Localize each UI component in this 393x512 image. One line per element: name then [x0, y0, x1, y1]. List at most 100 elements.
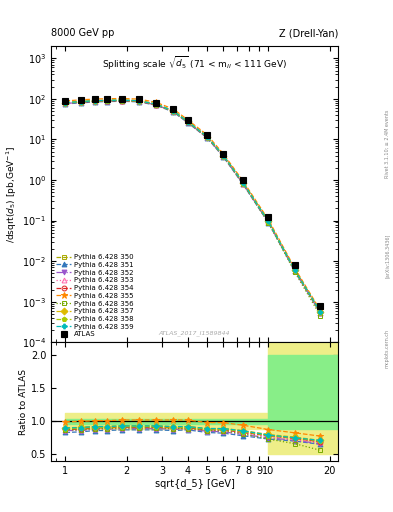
Pythia 6.428 354	[185, 119, 190, 125]
Pythia 6.428 355	[154, 99, 158, 105]
Pythia 6.428 357	[171, 108, 176, 114]
Pythia 6.428 358	[266, 219, 271, 225]
Pythia 6.428 359	[154, 101, 158, 107]
Pythia 6.428 351	[241, 181, 246, 187]
Pythia 6.428 354	[93, 98, 97, 104]
Pythia 6.428 355	[136, 96, 141, 102]
Pythia 6.428 355	[205, 132, 210, 138]
Pythia 6.428 354	[63, 100, 68, 106]
Pythia 6.428 356	[63, 100, 68, 106]
Pythia 6.428 357	[318, 309, 323, 315]
Pythia 6.428 358	[105, 97, 109, 103]
Pythia 6.428 359	[63, 99, 68, 105]
Pythia 6.428 353	[221, 153, 226, 159]
Pythia 6.428 355	[171, 106, 176, 112]
Line: Pythia 6.428 353: Pythia 6.428 353	[63, 98, 323, 315]
Text: [arXiv:1306.3436]: [arXiv:1306.3436]	[385, 234, 389, 278]
Pythia 6.428 354	[266, 219, 271, 225]
Pythia 6.428 356	[292, 269, 297, 275]
Pythia 6.428 358	[171, 108, 176, 114]
Pythia 6.428 353	[105, 98, 109, 104]
Pythia 6.428 351	[266, 220, 271, 226]
Pythia 6.428 354	[119, 97, 124, 103]
Pythia 6.428 354	[318, 309, 323, 315]
Pythia 6.428 358	[154, 101, 158, 108]
Pythia 6.428 352	[318, 310, 323, 316]
Pythia 6.428 359	[292, 267, 297, 273]
Pythia 6.428 354	[105, 98, 109, 104]
Pythia 6.428 356	[221, 153, 226, 159]
Pythia 6.428 359	[185, 118, 190, 124]
Pythia 6.428 350	[241, 180, 246, 186]
Pythia 6.428 355	[63, 98, 68, 104]
Pythia 6.428 357	[205, 134, 210, 140]
Pythia 6.428 356	[241, 181, 246, 187]
Legend: Pythia 6.428 350, Pythia 6.428 351, Pythia 6.428 352, Pythia 6.428 353, Pythia 6: Pythia 6.428 350, Pythia 6.428 351, Pyth…	[55, 253, 135, 339]
Pythia 6.428 358	[119, 97, 124, 103]
Pythia 6.428 356	[154, 101, 158, 108]
Pythia 6.428 356	[79, 99, 84, 105]
Pythia 6.428 350	[136, 98, 141, 104]
Pythia 6.428 355	[292, 265, 297, 271]
Pythia 6.428 351	[221, 154, 226, 160]
Pythia 6.428 357	[266, 218, 271, 224]
Pythia 6.428 353	[205, 134, 210, 140]
Pythia 6.428 354	[171, 108, 176, 114]
Line: Pythia 6.428 354: Pythia 6.428 354	[63, 98, 323, 315]
Pythia 6.428 352	[292, 268, 297, 274]
Pythia 6.428 357	[136, 98, 141, 104]
Pythia 6.428 350	[105, 97, 109, 103]
Pythia 6.428 358	[221, 153, 226, 159]
Pythia 6.428 357	[105, 97, 109, 103]
Pythia 6.428 358	[205, 134, 210, 140]
Pythia 6.428 352	[221, 154, 226, 160]
Text: Rivet 3.1.10; ≥ 2.4M events: Rivet 3.1.10; ≥ 2.4M events	[385, 109, 389, 178]
Pythia 6.428 350	[318, 309, 323, 315]
Pythia 6.428 353	[93, 98, 97, 104]
Line: Pythia 6.428 357: Pythia 6.428 357	[63, 98, 323, 314]
Text: Splitting scale $\sqrt{d_5}$ (71 < m$_{ll}$ < 111 GeV): Splitting scale $\sqrt{d_5}$ (71 < m$_{l…	[102, 55, 287, 72]
Pythia 6.428 356	[119, 98, 124, 104]
Pythia 6.428 352	[185, 119, 190, 125]
Pythia 6.428 353	[185, 119, 190, 125]
Pythia 6.428 355	[318, 307, 323, 313]
Pythia 6.428 353	[63, 100, 68, 106]
Text: Z (Drell-Yan): Z (Drell-Yan)	[279, 28, 338, 38]
Pythia 6.428 359	[266, 219, 271, 225]
Pythia 6.428 352	[136, 98, 141, 104]
Pythia 6.428 359	[318, 309, 323, 315]
Pythia 6.428 356	[185, 119, 190, 125]
Line: Pythia 6.428 352: Pythia 6.428 352	[63, 98, 323, 315]
Pythia 6.428 353	[266, 219, 271, 225]
Pythia 6.428 353	[136, 98, 141, 104]
Pythia 6.428 356	[93, 98, 97, 104]
Pythia 6.428 351	[154, 102, 158, 109]
Pythia 6.428 354	[241, 180, 246, 186]
Pythia 6.428 351	[292, 268, 297, 274]
Pythia 6.428 354	[205, 134, 210, 140]
Pythia 6.428 350	[171, 108, 176, 114]
Pythia 6.428 359	[241, 180, 246, 186]
Pythia 6.428 351	[79, 100, 84, 106]
Pythia 6.428 355	[241, 178, 246, 184]
Pythia 6.428 357	[241, 180, 246, 186]
Pythia 6.428 356	[266, 220, 271, 226]
Pythia 6.428 352	[63, 100, 68, 106]
Pythia 6.428 351	[136, 99, 141, 105]
Pythia 6.428 351	[205, 135, 210, 141]
Pythia 6.428 358	[318, 309, 323, 315]
Pythia 6.428 358	[241, 180, 246, 186]
Pythia 6.428 352	[205, 135, 210, 141]
Pythia 6.428 354	[221, 153, 226, 159]
X-axis label: sqrt{d_5} [GeV]: sqrt{d_5} [GeV]	[154, 478, 235, 489]
Pythia 6.428 356	[136, 98, 141, 104]
Pythia 6.428 350	[119, 97, 124, 103]
Pythia 6.428 350	[185, 119, 190, 125]
Line: Pythia 6.428 351: Pythia 6.428 351	[63, 99, 323, 316]
Pythia 6.428 359	[221, 153, 226, 159]
Line: Pythia 6.428 358: Pythia 6.428 358	[63, 98, 323, 314]
Pythia 6.428 355	[221, 151, 226, 157]
Pythia 6.428 350	[63, 100, 68, 106]
Pythia 6.428 359	[79, 98, 84, 104]
Pythia 6.428 359	[171, 108, 176, 114]
